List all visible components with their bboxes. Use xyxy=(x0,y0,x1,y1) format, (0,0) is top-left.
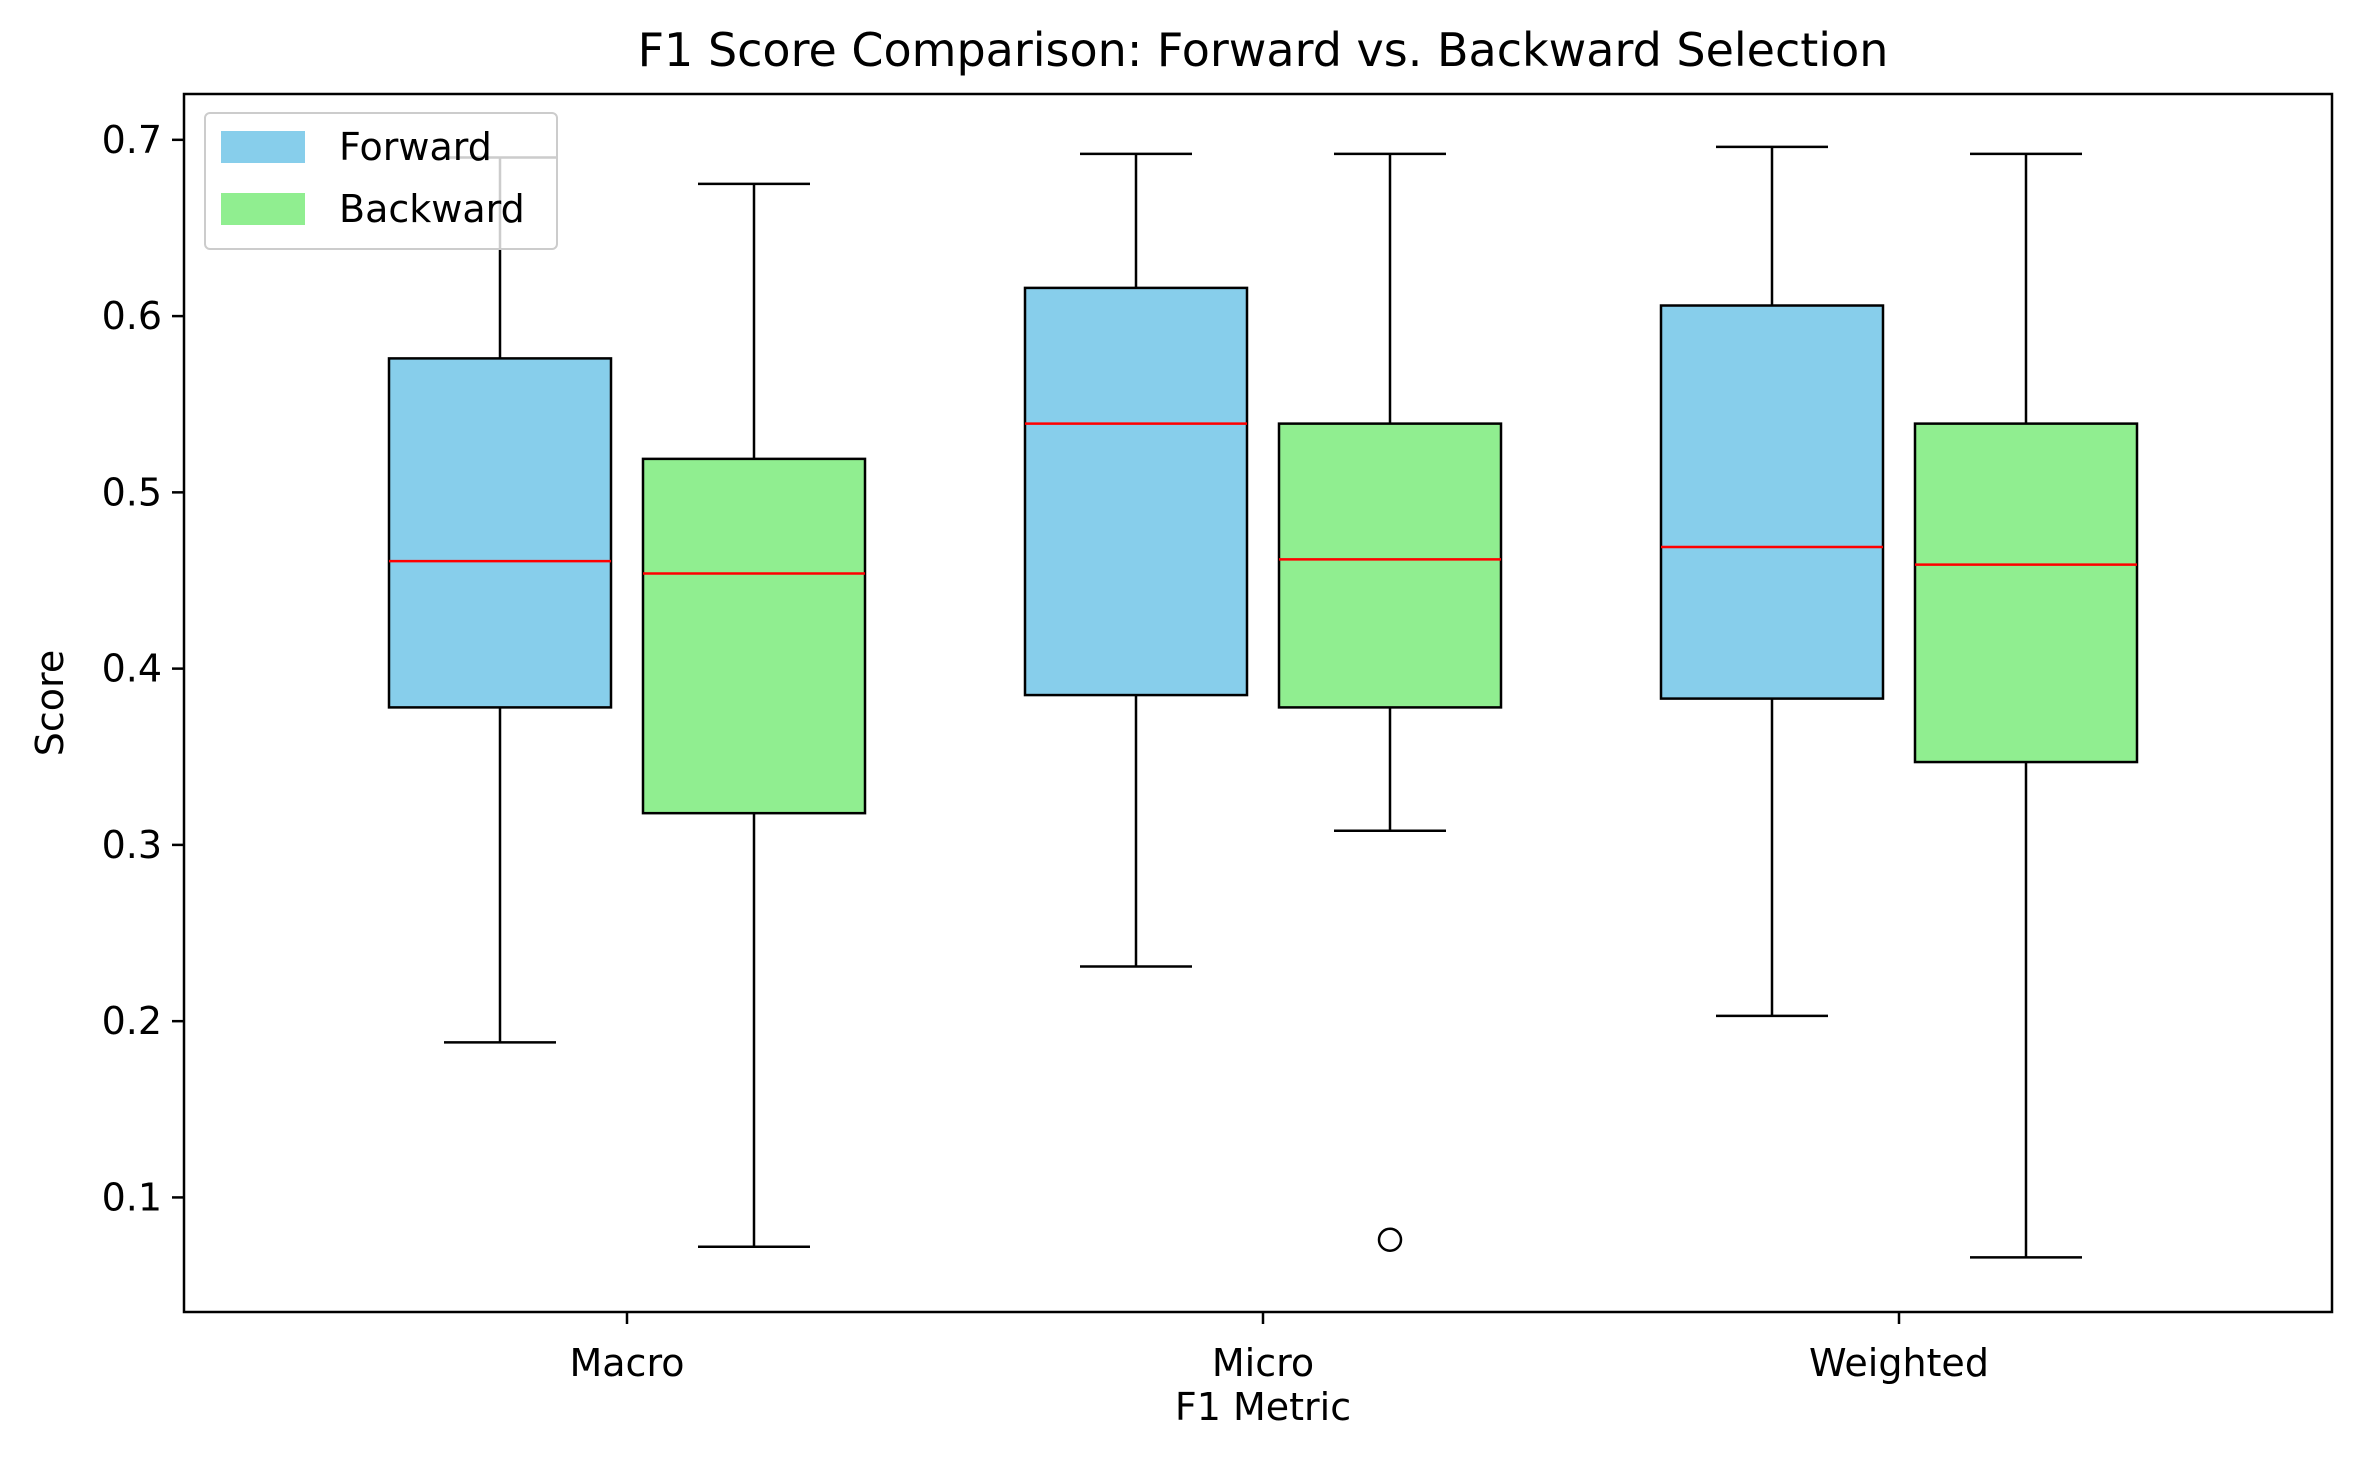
box-body xyxy=(387,357,613,709)
x-tick-label: Macro xyxy=(569,1341,684,1385)
plot-frame xyxy=(182,92,2334,1314)
box-backward-macro xyxy=(641,182,867,1249)
box-body xyxy=(1913,422,2139,764)
y-tick-label: 0.2 xyxy=(102,999,162,1043)
legend-swatch-forward xyxy=(221,131,305,163)
chart-title: F1 Score Comparison: Forward vs. Backwar… xyxy=(638,23,1889,77)
x-axis: Macro Micro Weighted xyxy=(569,1312,1989,1385)
box-backward-weighted xyxy=(1913,152,2139,1259)
box-backward-micro xyxy=(1277,152,1503,1252)
legend-swatch-backward xyxy=(221,193,305,225)
y-tick-label: 0.5 xyxy=(102,470,162,514)
y-axis-label: Score xyxy=(28,650,72,756)
box-forward-macro xyxy=(387,156,613,1044)
x-axis-label: F1 Metric xyxy=(1175,1385,1351,1429)
box-forward-weighted xyxy=(1659,145,1885,1018)
box-body xyxy=(1659,304,1885,700)
y-tick-label: 0.3 xyxy=(102,823,162,867)
x-tick-label: Micro xyxy=(1212,1341,1314,1385)
y-tick-label: 0.4 xyxy=(102,647,162,691)
y-axis: 0.1 0.2 0.3 0.4 0.5 0.6 0.7 xyxy=(102,118,184,1219)
legend-label-backward: Backward xyxy=(339,187,525,231)
x-tick-label: Weighted xyxy=(1809,1341,1989,1385)
box-body xyxy=(1023,286,1249,697)
plot-area xyxy=(387,145,2139,1259)
box-body xyxy=(1277,422,1503,709)
box-body xyxy=(641,457,867,815)
y-tick-label: 0.6 xyxy=(102,294,162,338)
box-forward-micro xyxy=(1023,152,1249,968)
y-tick-label: 0.7 xyxy=(102,118,162,162)
legend: Forward Backward xyxy=(204,112,558,250)
y-tick-label: 0.1 xyxy=(102,1175,162,1219)
outlier-point xyxy=(1377,1227,1403,1252)
legend-label-forward: Forward xyxy=(339,125,492,169)
